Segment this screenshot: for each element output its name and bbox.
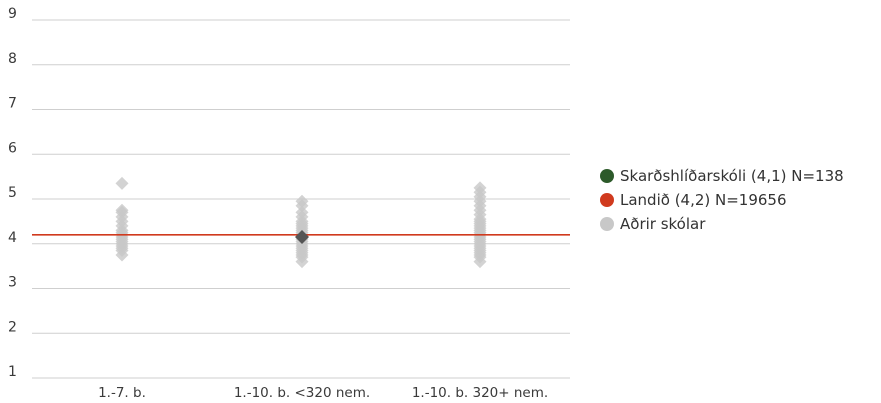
legend-label-school: Skarðshlíðarskóli (4,1) N=138 [620, 167, 844, 185]
x-tick-label: 1.-7. b. [98, 385, 146, 401]
data-point-other-school [473, 255, 487, 269]
y-tick-label: 8 [8, 51, 17, 67]
legend-label-other-schools: Aðrir skólar [620, 215, 706, 233]
data-point-other-school [115, 248, 129, 262]
legend-marker-school [600, 169, 614, 183]
legend-marker-country [600, 193, 614, 207]
legend-item-country: Landið (4,2) N=19656 [600, 188, 844, 212]
legend-label-country: Landið (4,2) N=19656 [620, 191, 787, 209]
legend-marker-other-schools [600, 217, 614, 231]
y-tick-label: 1 [8, 364, 17, 380]
legend-item-other-schools: Aðrir skólar [600, 212, 844, 236]
data-point-school [295, 230, 309, 245]
x-tick-label: 1.-10. b. <320 nem. [234, 385, 370, 401]
data-point-other-school [295, 199, 309, 213]
legend: Skarðshlíðarskóli (4,1) N=138 Landið (4,… [600, 164, 844, 236]
y-tick-label: 7 [8, 96, 17, 112]
y-tick-label: 5 [8, 185, 17, 201]
y-tick-label: 6 [8, 140, 17, 156]
y-tick-label: 4 [8, 230, 17, 246]
y-tick-label: 2 [8, 319, 17, 335]
data-point-other-school [295, 255, 309, 269]
data-point-other-school [115, 176, 129, 190]
legend-item-school: Skarðshlíðarskóli (4,1) N=138 [600, 164, 844, 188]
y-tick-label: 3 [8, 275, 17, 291]
x-tick-label: 1.-10. b. 320+ nem. [412, 385, 548, 401]
y-tick-label: 9 [8, 6, 17, 22]
